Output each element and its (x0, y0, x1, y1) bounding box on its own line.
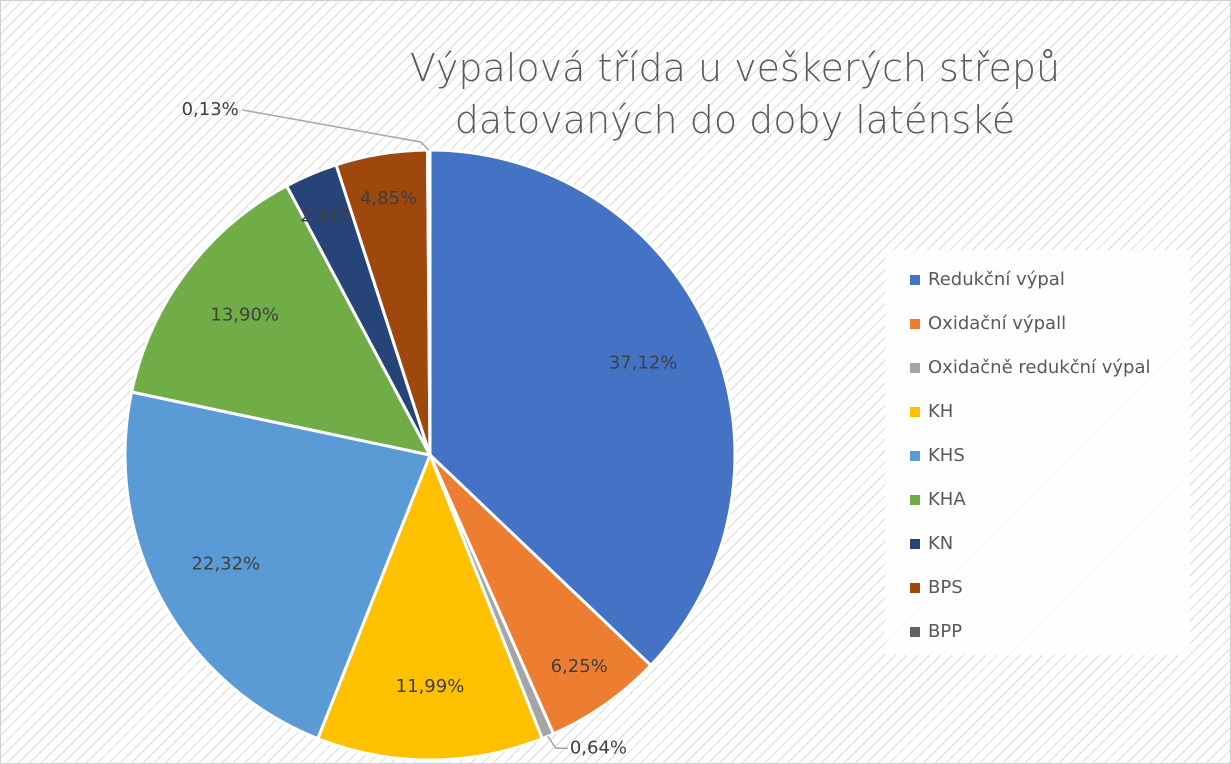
pie-slice (123, 390, 433, 741)
pie-slice (315, 450, 545, 762)
legend-label: Oxidační výpall (928, 313, 1066, 334)
legend-label: BPP (928, 621, 962, 642)
legend-swatch (910, 319, 920, 329)
legend-label: Redukční výpal (928, 269, 1065, 290)
data-label: 4,85% (360, 188, 417, 209)
leader-line (242, 109, 430, 151)
data-label: 0,13% (182, 99, 239, 120)
data-label: 11,99% (396, 676, 465, 697)
legend-box (885, 250, 1190, 655)
legend-swatch (910, 583, 920, 593)
data-label: 37,12% (609, 353, 678, 374)
legend-swatch (910, 627, 920, 637)
data-label: 0,64% (570, 737, 627, 758)
legend-label: KN (928, 533, 953, 554)
data-label: 13,90% (210, 305, 279, 326)
legend-label: KHA (928, 489, 966, 510)
legend-label: Oxidačně redukční výpal (928, 357, 1151, 378)
data-label: 22,32% (191, 554, 260, 575)
legend-swatch (910, 495, 920, 505)
legend-swatch (910, 407, 920, 417)
legend-swatch (910, 539, 920, 549)
legend-swatch (910, 451, 920, 461)
data-label: 6,25% (551, 656, 608, 677)
legend-label: KHS (928, 445, 965, 466)
pie-slice (129, 183, 433, 458)
legend-label: BPS (928, 577, 963, 598)
leader-line (547, 735, 568, 750)
legend-swatch (910, 275, 920, 285)
pie-slice (428, 148, 737, 668)
chart-title: Výpalová třída u veškerých střepů datova… (409, 46, 1061, 142)
legend-swatch (910, 363, 920, 373)
data-label: 2,81% (300, 205, 357, 226)
legend-label: KH (928, 401, 953, 422)
pie-slice (428, 453, 653, 736)
